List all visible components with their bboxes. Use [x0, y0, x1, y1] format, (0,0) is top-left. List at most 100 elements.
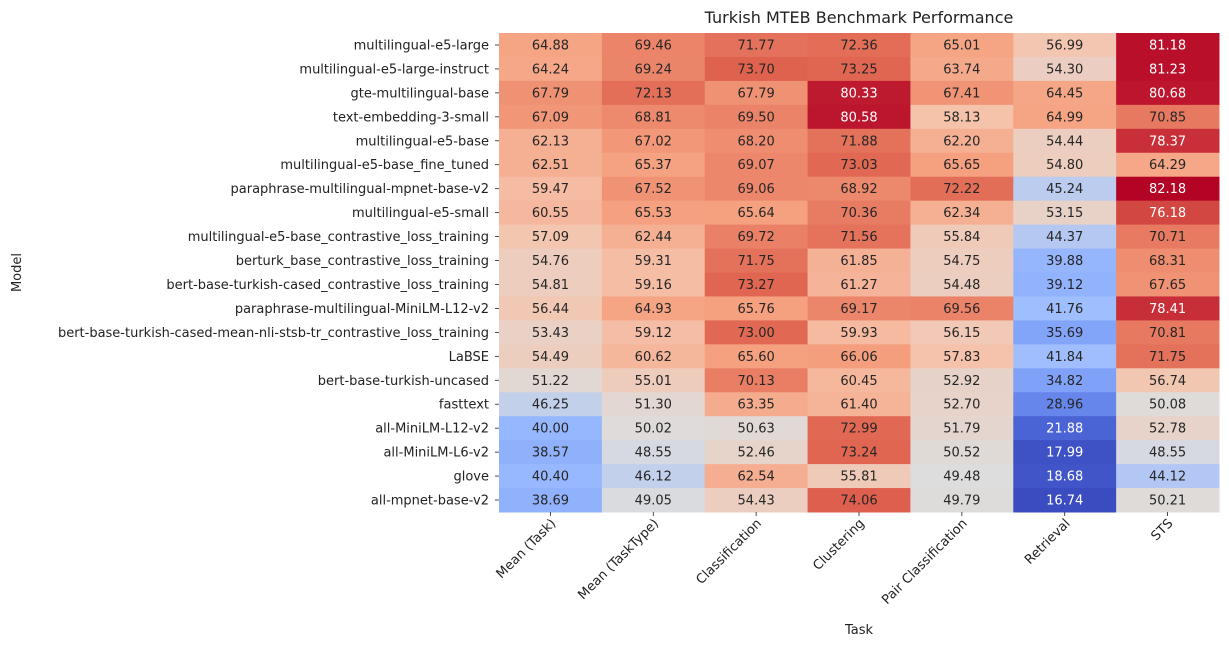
heatmap-cell — [807, 464, 911, 489]
cell-value-label: 70.36 — [840, 206, 877, 221]
cell-value-label: 55.01 — [635, 374, 672, 389]
cell-value-label: 62.13 — [532, 134, 569, 149]
heatmap-cell — [704, 296, 809, 321]
cell-value-label: 68.31 — [1149, 254, 1186, 269]
cell-value-label: 62.20 — [943, 134, 980, 149]
cell-value-label: 61.40 — [840, 398, 877, 413]
cell-value-label: 56.99 — [1046, 38, 1083, 53]
cell-value-label: 17.99 — [1046, 446, 1083, 461]
cell-value-label: 39.88 — [1046, 254, 1083, 269]
heatmap-cell — [499, 296, 603, 321]
cell-value-label: 65.60 — [738, 350, 775, 365]
cell-value-label: 64.93 — [635, 302, 672, 317]
cell-value-label: 55.84 — [943, 230, 980, 245]
heatmap-cell — [499, 344, 603, 369]
heatmap-cell — [601, 464, 706, 489]
cell-value-label: 71.88 — [840, 134, 877, 149]
cell-value-label: 80.33 — [840, 86, 877, 101]
heatmap-cell — [807, 104, 911, 130]
row-label-all-minilm-l6-v2: all-MiniLM-L6-v2 — [383, 446, 489, 461]
heatmap-cell — [807, 320, 911, 345]
cell-value-label: 64.29 — [1149, 158, 1186, 173]
heatmap-cell — [499, 104, 603, 130]
heatmap-cell — [704, 56, 809, 82]
heatmap-cell — [807, 344, 911, 369]
cell-value-label: 50.52 — [943, 446, 980, 461]
heatmap-cell — [807, 56, 911, 82]
cell-value-label: 72.36 — [840, 38, 877, 53]
column-label-pair-classification: Pair Classification — [879, 516, 970, 607]
heatmap-cell — [499, 488, 603, 513]
heatmap-cell — [601, 176, 706, 202]
heatmap-cell — [910, 56, 1014, 82]
cell-value-label: 72.13 — [635, 86, 672, 101]
cell-value-label: 54.75 — [943, 254, 980, 269]
cell-value-label: 57.83 — [943, 350, 980, 365]
cell-value-label: 44.12 — [1149, 470, 1186, 485]
cell-value-label: 68.92 — [840, 182, 877, 197]
heatmap-cell — [1116, 224, 1220, 250]
heatmap-cell — [910, 488, 1014, 513]
row-label-bert-base-turkish-uncased: bert-base-turkish-uncased — [318, 374, 489, 389]
cell-value-label: 73.00 — [738, 326, 775, 341]
heatmap-cell — [1116, 416, 1220, 441]
row-label-glove: glove — [453, 470, 489, 485]
heatmap-cell — [910, 80, 1014, 106]
cell-value-label: 63.35 — [738, 398, 775, 413]
heatmap-cell — [1013, 248, 1117, 273]
cell-value-label: 49.48 — [943, 470, 980, 485]
heatmap-cell — [910, 33, 1014, 58]
cell-value-label: 64.24 — [532, 62, 569, 77]
heatmap-cell — [601, 33, 706, 58]
cell-value-label: 69.46 — [635, 38, 672, 53]
row-label-text-embedding-3-small: text-embedding-3-small — [333, 110, 489, 125]
heatmap-cell — [704, 248, 809, 273]
cell-value-label: 67.65 — [1149, 278, 1186, 293]
cell-value-label: 50.63 — [738, 422, 775, 437]
cell-value-label: 72.22 — [943, 182, 980, 197]
cell-value-label: 51.30 — [635, 398, 672, 413]
cell-value-label: 40.40 — [532, 470, 569, 485]
row-label-gte-multilingual-base: gte-multilingual-base — [351, 86, 489, 101]
cell-value-label: 67.41 — [943, 86, 980, 101]
heatmap-cell — [704, 320, 809, 345]
heatmap-cell — [1116, 488, 1220, 513]
heatmap-cell — [499, 320, 603, 345]
heatmap-cell — [1116, 320, 1220, 345]
heatmap-cell — [601, 224, 706, 250]
heatmap-cell — [910, 200, 1014, 226]
cell-value-label: 62.54 — [738, 470, 775, 485]
row-label-all-mpnet-base-v2: all-mpnet-base-v2 — [371, 494, 489, 509]
cell-value-label: 73.24 — [840, 446, 877, 461]
heatmap-cell — [807, 33, 911, 58]
heatmap-cell — [1013, 464, 1117, 489]
column-label-sts: STS — [1149, 516, 1177, 544]
heatmap-cell — [704, 344, 809, 369]
heatmap-cell — [499, 368, 603, 393]
heatmap-cell — [910, 440, 1014, 465]
heatmap-cell — [807, 440, 911, 465]
cell-value-label: 68.20 — [738, 134, 775, 149]
cell-value-label: 50.21 — [1149, 494, 1186, 509]
cell-value-label: 65.65 — [943, 158, 980, 173]
cell-value-label: 69.06 — [738, 182, 775, 197]
heatmap-cell — [910, 224, 1014, 250]
cell-value-label: 59.31 — [635, 254, 672, 269]
heatmap-cell — [499, 152, 603, 178]
heatmap-cell — [601, 488, 706, 513]
heatmap-cell — [601, 200, 706, 226]
cell-value-label: 69.07 — [738, 158, 775, 173]
heatmap-cell — [601, 296, 706, 321]
cell-value-label: 64.99 — [1046, 110, 1083, 125]
heatmap-cell — [499, 440, 603, 465]
heatmap-cell — [601, 440, 706, 465]
cell-value-label: 73.03 — [840, 158, 877, 173]
cell-value-label: 56.44 — [532, 302, 569, 317]
cell-value-label: 67.52 — [635, 182, 672, 197]
heatmap-cell — [601, 344, 706, 369]
cell-value-label: 49.05 — [635, 494, 672, 509]
cell-value-label: 71.75 — [1149, 350, 1186, 365]
cell-value-label: 48.55 — [635, 446, 672, 461]
heatmap-cell — [910, 392, 1014, 417]
cell-value-label: 28.96 — [1046, 398, 1083, 413]
